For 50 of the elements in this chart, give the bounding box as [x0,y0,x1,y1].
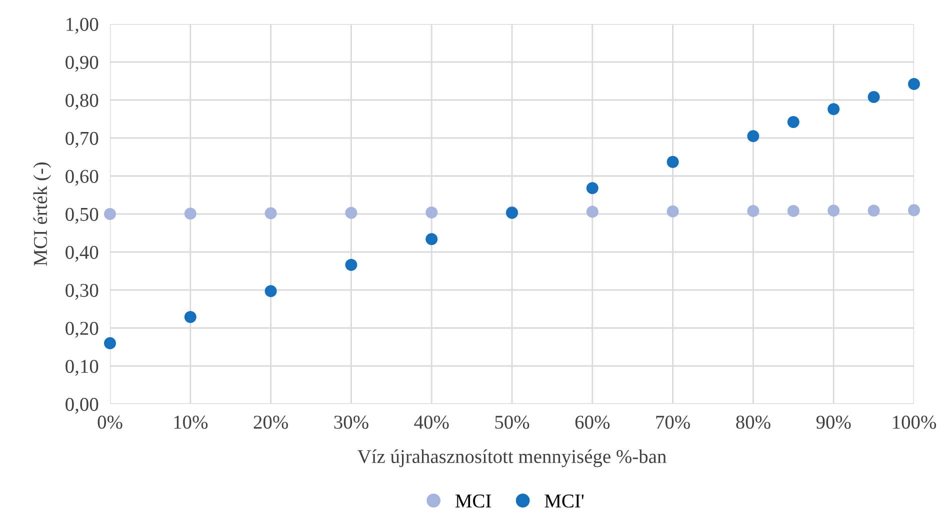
y-tick-label: 0,60 [66,170,98,186]
x-tick-label: 70% [656,416,690,429]
point [184,208,196,220]
point [828,204,840,217]
y-tick-label: 0,50 [66,208,98,224]
y-tick-label: 0,70 [66,132,98,148]
x-tick-label: 90% [816,416,851,429]
point [747,130,760,142]
y-tick-label: 0,80 [66,94,98,110]
point [828,103,840,116]
x-tick-label: 60% [575,416,610,429]
point [908,78,920,90]
x-tick-label: 20% [254,416,288,429]
x-tick-label: 100% [893,416,936,429]
y-tick-label: 0,30 [66,284,98,300]
x-tick-label: 80% [736,416,770,429]
y-tick-label: 0,40 [66,246,98,262]
x-tick-label: 0% [98,416,122,429]
point [184,310,196,323]
point [666,205,679,218]
x-axis-title: Víz újrahasznosított mennyisége %-ban [358,449,666,468]
point [104,208,116,220]
point [264,285,277,298]
legend-label: MCI' [544,494,584,508]
x-tick-label: 40% [414,416,449,429]
point [264,207,277,220]
legend-label: MCI [456,494,491,508]
y-tick-label: 1,00 [66,18,98,34]
point [426,233,438,246]
x-tick-label: 30% [334,416,368,429]
y-tick-label: 0,00 [66,398,98,414]
point [104,337,116,350]
point [345,258,358,271]
y-tick-label: 0,20 [66,322,98,338]
x-tick-label: 50% [495,416,530,429]
point [787,116,800,128]
point [426,206,438,218]
point [908,204,920,216]
x-tick-label: 10% [174,416,208,429]
y-axis-title: MCI érték (-) [33,162,51,266]
point [345,206,358,219]
y-tick-label: 0,90 [66,56,98,72]
point [666,156,679,168]
point [586,206,598,218]
y-tick-label: 0,10 [66,360,98,376]
point [787,204,800,217]
point [747,204,760,217]
point [868,204,880,217]
point [868,90,880,103]
point [586,182,598,194]
